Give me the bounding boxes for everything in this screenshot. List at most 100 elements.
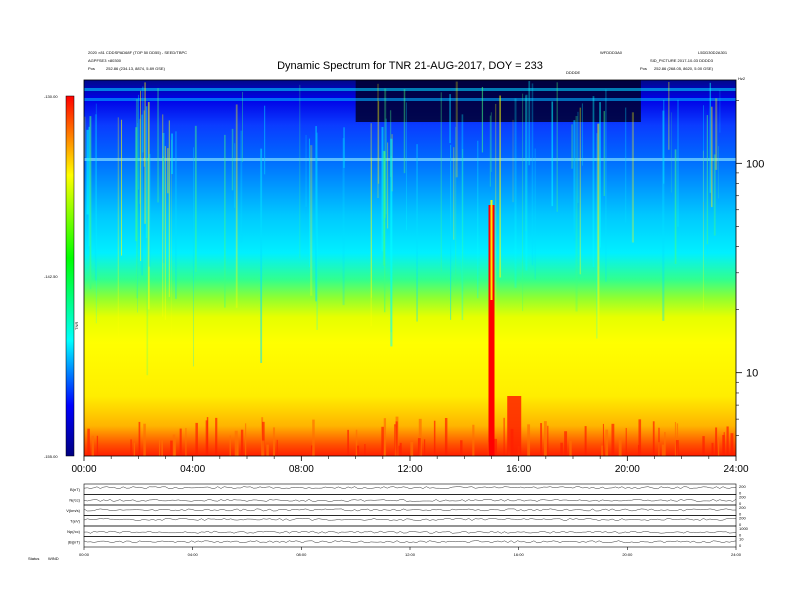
spectral-streak (461, 114, 464, 321)
low-freq-emission (503, 417, 505, 456)
spectral-streak (260, 148, 263, 363)
spectral-streak (231, 128, 234, 191)
spectral-streak (719, 89, 721, 133)
spectral-streak (531, 83, 534, 266)
spectral-streak (162, 114, 164, 317)
low-freq-emission (205, 420, 208, 456)
low-freq-emission (161, 440, 163, 456)
footer-label: Status (28, 556, 39, 561)
panel-x-tick-label: 08:00 (296, 552, 307, 557)
low-freq-emission (601, 445, 604, 456)
spectral-streak (709, 82, 712, 193)
low-freq-emission (87, 428, 90, 456)
spectral-streak (387, 142, 389, 229)
low-freq-emission (584, 426, 587, 456)
spectral-streak (370, 123, 372, 327)
low-freq-emission (726, 426, 729, 456)
spectral-streak (84, 116, 86, 158)
spectral-streak (171, 139, 172, 337)
low-freq-emission (715, 427, 718, 456)
panel-x-tick-label: 20:00 (622, 552, 633, 557)
spectral-streak (240, 130, 243, 243)
spectral-streak (631, 112, 635, 243)
spectral-streak (171, 133, 174, 175)
spectral-streak (264, 105, 266, 175)
spectral-streak (713, 154, 716, 236)
low-freq-emission (172, 434, 176, 456)
spectral-streak (139, 118, 141, 204)
low-freq-emission (560, 442, 563, 456)
spectral-streak (599, 102, 601, 248)
low-freq-emission (236, 438, 239, 456)
spectral-streak (144, 82, 146, 224)
spectral-streak (403, 89, 406, 174)
spectral-streak (194, 125, 197, 273)
spectral-streak (702, 150, 705, 311)
colorbar-label-bottom: -155.00 (44, 454, 58, 459)
spectral-streak (162, 132, 165, 263)
spectral-streak (573, 120, 576, 241)
spectral-streak (556, 82, 558, 212)
panel-right-bottom: 0 (739, 501, 742, 506)
low-freq-emission (179, 428, 182, 456)
low-freq-emission (262, 421, 265, 456)
spectral-streak (192, 147, 194, 367)
header-right-top-right: L5DD30D2A301 (698, 50, 728, 55)
low-freq-emission (185, 428, 187, 456)
spectral-streak (384, 88, 387, 218)
panel-right-bottom: 0 (739, 522, 742, 527)
header-left-line1: 2020 ×81 CDDSPAD68F (TOP 50 DD55) - SEED… (88, 50, 187, 55)
panel-x-axis: 00:00 04:00 08:00 12:00 16:00 20:00 24:00 (79, 547, 742, 557)
spectral-streak (575, 115, 578, 312)
footer-value: WIND (48, 556, 59, 561)
chart-title: Dynamic Spectrum for TNR 21-AUG-2017, DO… (277, 60, 543, 72)
panel-right-bottom: 0 (739, 533, 742, 538)
x-tick-label: 04:00 (180, 464, 205, 475)
panel-trace (83, 486, 737, 490)
spectral-streak (706, 115, 708, 245)
header-left-line3-value: 252.86 (234.13, 8874, 5.89 GSE) (106, 66, 166, 71)
panel-x-tick-label: 12:00 (405, 552, 416, 557)
spectral-streak (145, 106, 148, 239)
spectral-streak (224, 134, 226, 308)
low-freq-emission (618, 438, 622, 456)
spectral-streak (462, 148, 464, 292)
low-freq-emission (658, 442, 660, 456)
low-freq-emission (395, 421, 398, 456)
spectral-streak (534, 148, 536, 280)
spectral-streak (234, 143, 236, 208)
low-freq-emission (347, 429, 349, 456)
low-freq-emission (133, 442, 136, 456)
low-freq-emission (540, 423, 543, 456)
spectral-streak (138, 94, 139, 190)
y-tick-label: 10 (746, 368, 758, 380)
x-tick-label: 20:00 (615, 464, 640, 475)
spectral-streak (342, 138, 345, 306)
low-freq-emission (569, 440, 572, 456)
spectral-streak (88, 126, 90, 247)
spectral-streak (390, 138, 393, 347)
low-freq-emission (96, 435, 99, 456)
spectral-streak (168, 120, 170, 297)
panel-x-tick-label: 00:00 (79, 552, 90, 557)
spectral-streak (377, 101, 380, 184)
spectral-streak (377, 83, 379, 199)
panel-label: V(km/s) (66, 508, 80, 513)
radio-burst-halo (490, 200, 493, 300)
radio-burst (488, 205, 495, 456)
spectral-streak (137, 122, 138, 313)
spectral-streak (522, 93, 524, 312)
spectral-streak (581, 103, 584, 166)
spectral-streak (135, 127, 138, 242)
spectral-streak (95, 103, 97, 324)
spectral-streak (406, 102, 407, 231)
low-freq-emission (637, 445, 640, 456)
spectral-streak (715, 98, 718, 170)
panel-trace (83, 518, 737, 521)
spectral-streak (499, 95, 501, 278)
low-freq-emission (730, 433, 734, 456)
low-freq-emission (356, 445, 360, 456)
spectral-line (84, 98, 736, 101)
spectral-streak (175, 131, 177, 299)
